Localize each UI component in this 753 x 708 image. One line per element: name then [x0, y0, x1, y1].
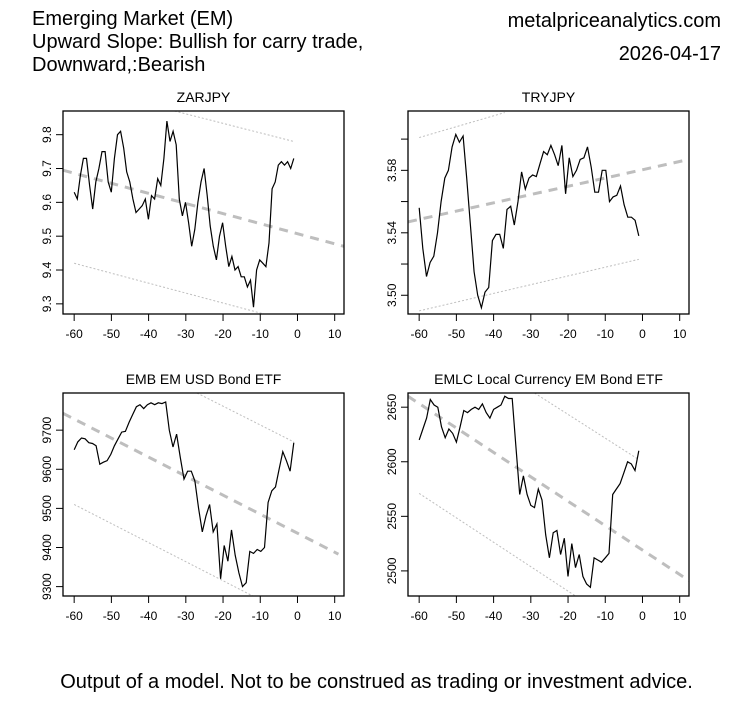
- y-tick-label: 2550: [385, 503, 399, 530]
- upper-band-line: [534, 393, 640, 460]
- x-tick-label: -10: [597, 609, 615, 623]
- y-tick-label: 9.3: [40, 295, 54, 312]
- y-tick-label: 9400: [40, 534, 54, 561]
- x-tick-label: -40: [140, 609, 158, 623]
- x-tick-label: -60: [410, 609, 428, 623]
- plot-frame: [62, 392, 345, 597]
- x-tick-label: -50: [448, 609, 466, 623]
- plot-frame: [62, 110, 345, 315]
- x-tick-label: -10: [252, 609, 270, 623]
- price-series-line: [73, 121, 295, 308]
- x-tick-label: 10: [328, 327, 342, 341]
- x-tick-label: -40: [485, 609, 503, 623]
- x-tick-label: -60: [65, 609, 83, 623]
- x-tick-label: -20: [559, 609, 577, 623]
- x-tick-label: 10: [673, 327, 687, 341]
- header-date: 2026-04-17: [618, 43, 721, 65]
- header-title-line-1: Emerging Market (EM): [32, 8, 234, 30]
- x-tick-label: 0: [294, 327, 301, 341]
- x-tick-label: -30: [177, 327, 195, 341]
- upper-band-line: [174, 111, 294, 142]
- x-tick-label: -10: [252, 327, 270, 341]
- price-series-line: [73, 401, 295, 588]
- x-tick-label: -50: [103, 609, 121, 623]
- disclaimer-footer: Output of a model. Not to be construed a…: [60, 671, 693, 693]
- y-tick-label: 9.6: [40, 194, 54, 211]
- chart-title: TRYJPY: [522, 89, 576, 105]
- y-tick-label: 9300: [40, 573, 54, 600]
- y-tick-label: 2500: [385, 557, 399, 584]
- plot-frame: [407, 392, 690, 597]
- chart-panel: ZARJPY -60 -50 -40 -30 -20 -10 0 10 9.3 9.4 9.5 9.6 9…: [40, 89, 345, 341]
- lower-band-line: [419, 258, 639, 312]
- plot-area: [63, 393, 340, 596]
- chart-title: EMB EM USD Bond ETF: [126, 371, 282, 387]
- x-tick-label: -10: [597, 327, 615, 341]
- x-tick-label: -50: [448, 327, 466, 341]
- trend-line: [408, 395, 689, 583]
- x-tick-label: -20: [214, 609, 232, 623]
- x-tick-label: -40: [140, 327, 158, 341]
- lower-band-line: [73, 504, 254, 596]
- y-tick-label: 9.7: [40, 160, 54, 177]
- x-tick-label: 0: [294, 609, 301, 623]
- x-tick-label: -30: [177, 609, 195, 623]
- x-tick-label: -20: [559, 327, 577, 341]
- price-series-line: [418, 395, 640, 589]
- x-tick-label: 0: [639, 609, 646, 623]
- header-title-line-3: Downward,:Bearish: [32, 54, 206, 76]
- x-tick-label: -20: [214, 327, 232, 341]
- trend-line: [408, 157, 689, 224]
- price-series-line: [418, 132, 640, 311]
- x-tick-label: -30: [522, 609, 540, 623]
- x-tick-label: -60: [410, 327, 428, 341]
- chart-panel: EMB EM USD Bond ETF -60 -50 -40 -30 -20 -10 0 10…: [40, 371, 345, 623]
- y-tick-label: 2650: [385, 394, 399, 421]
- x-tick-label: 10: [673, 609, 687, 623]
- trend-line: [63, 168, 344, 248]
- x-tick-label: -60: [65, 327, 83, 341]
- plot-area: [408, 112, 689, 312]
- chart-title: EMLC Local Currency EM Bond ETF: [434, 371, 663, 387]
- plot-area: [408, 393, 689, 596]
- x-tick-label: -50: [103, 327, 121, 341]
- upper-band-line: [196, 393, 294, 443]
- y-tick-label: 3.58: [385, 158, 399, 182]
- lower-band-line: [418, 492, 576, 596]
- y-tick-label: 9600: [40, 456, 54, 483]
- x-tick-label: 10: [328, 609, 342, 623]
- lower-band-line: [74, 262, 265, 314]
- plot-area: [63, 111, 344, 314]
- y-tick-label: 3.50: [385, 283, 399, 307]
- y-tick-label: 9.8: [40, 126, 54, 143]
- x-tick-label: -40: [485, 327, 503, 341]
- y-tick-label: 9.5: [40, 228, 54, 245]
- y-tick-label: 2600: [385, 448, 399, 475]
- header-site: metalpriceanalytics.com: [507, 10, 721, 32]
- trend-line: [63, 412, 340, 556]
- y-tick-label: 3.54: [385, 221, 399, 245]
- chart-header-left: Emerging Market (EM) Upward Slope: Bulli…: [32, 8, 363, 77]
- chart-panel: TRYJPY -60 -50 -40 -30 -20 -10 0 10 3.50 3.54 3.58: [385, 89, 690, 341]
- header-title-line-2: Upward Slope: Bullish for carry trade,: [32, 31, 364, 53]
- y-tick-label: 9500: [40, 495, 54, 522]
- plot-frame: [407, 110, 690, 315]
- y-tick-label: 9.4: [40, 261, 54, 278]
- chart-panel: EMLC Local Currency EM Bond ETF -60 -50 -40…: [385, 371, 690, 623]
- chart-title: ZARJPY: [177, 89, 231, 105]
- x-tick-label: -30: [522, 327, 540, 341]
- x-tick-label: 0: [639, 327, 646, 341]
- upper-band-line: [419, 112, 505, 139]
- y-tick-label: 9700: [40, 416, 54, 443]
